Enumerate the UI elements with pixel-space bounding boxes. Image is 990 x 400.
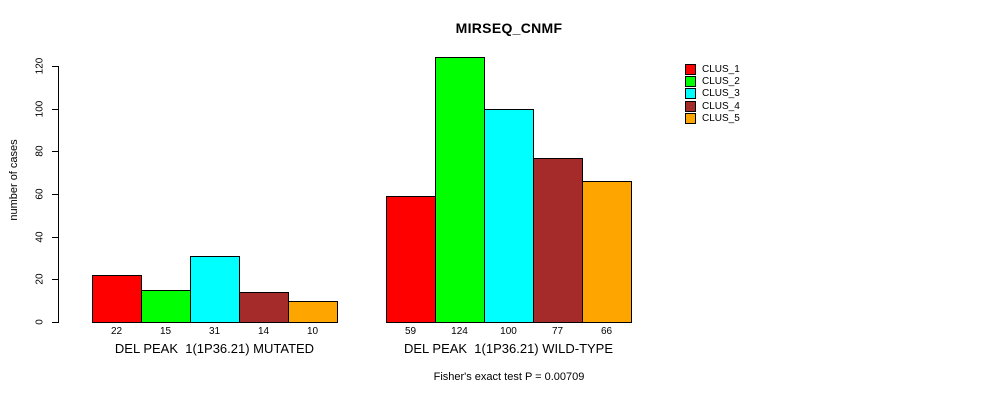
y-tick-mark-20: [52, 279, 58, 281]
bar-value-label: 31: [208, 326, 221, 337]
bar-clus_1-group1: [92, 275, 142, 323]
bar-value-label: 10: [306, 326, 319, 337]
legend-item-clus_4: CLUS_4: [685, 100, 740, 112]
legend-item-clus_2: CLUS_2: [685, 75, 740, 88]
y-tick-mark-40: [52, 236, 58, 238]
bar-value-label: 59: [404, 326, 417, 337]
legend-swatch-clus_3: [685, 88, 696, 100]
y-tick-mark-120: [52, 66, 58, 67]
y-tick-mark-0: [52, 322, 58, 323]
legend-label: CLUS_5: [702, 113, 740, 125]
bar-clus_2-group2: [435, 57, 485, 323]
y-tick-mark-100: [52, 108, 58, 110]
bar-value-label: 124: [451, 326, 468, 337]
bar-value-label: 15: [159, 326, 172, 337]
legend-swatch-clus_1: [685, 63, 696, 75]
y-tick-label-0: 0: [34, 319, 46, 325]
bar-clus_5-group1: [288, 300, 338, 323]
legend-swatch-clus_4: [685, 100, 696, 112]
y-tick-label-40: 40: [34, 231, 46, 243]
bar-value-label: 22: [110, 326, 123, 337]
group-label-2: DEL PEAK 1(1P36.21) WILD-TYPE: [403, 341, 614, 356]
bar-value-label: 66: [600, 326, 613, 337]
legend-item-clus_5: CLUS_5: [685, 113, 740, 125]
legend-item-clus_3: CLUS_3: [685, 88, 740, 100]
y-tick-label-120: 120: [34, 57, 46, 75]
legend-label: CLUS_2: [702, 76, 740, 88]
legend-swatch-clus_5: [685, 113, 696, 125]
y-axis-label: number of cases: [8, 139, 20, 221]
legend-item-clus_1: CLUS_1: [685, 63, 740, 75]
bar-value-label: 77: [551, 326, 564, 337]
legend-label: CLUS_1: [702, 63, 740, 75]
bar-clus_4-group1: [239, 292, 289, 323]
legend-swatch-clus_2: [685, 76, 696, 88]
bar-clus_3-group2: [484, 108, 534, 323]
y-tick-label-100: 100: [34, 100, 46, 117]
legend: CLUS_1 CLUS_2 CLUS_3 CLUS_4 CLUS_5: [685, 63, 740, 125]
y-tick-label-60: 60: [34, 188, 46, 200]
bar-clus_1-group2: [386, 196, 436, 323]
fisher-test-annotation: Fisher's exact test P = 0.00709: [433, 371, 585, 383]
bar-value-label: 14: [257, 326, 270, 337]
y-tick-mark-60: [52, 194, 58, 195]
bar-value-label: 100: [500, 326, 517, 337]
legend-label: CLUS_4: [702, 100, 740, 112]
y-tick-mark-80: [52, 151, 58, 153]
bar-clus_5-group2: [582, 181, 632, 323]
bar-clus_4-group2: [533, 157, 583, 323]
bar-clus_2-group1: [141, 290, 191, 323]
legend-label: CLUS_3: [702, 88, 740, 100]
y-tick-label-20: 20: [34, 273, 46, 285]
y-tick-label-80: 80: [34, 145, 46, 157]
group-label-1: DEL PEAK 1(1P36.21) MUTATED: [114, 341, 315, 356]
chart-title: MIRSEQ_CNMF: [455, 20, 563, 36]
bar-clus_3-group1: [190, 255, 240, 323]
y-axis-line: [58, 66, 59, 323]
